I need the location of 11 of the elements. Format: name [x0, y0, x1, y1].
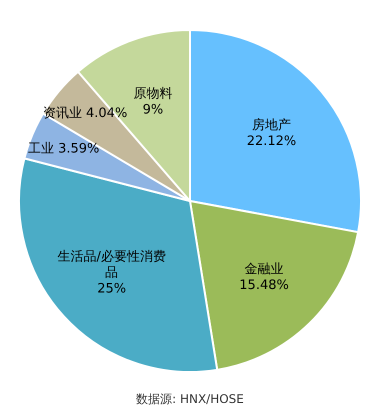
data-label: 9% [142, 102, 164, 118]
slice-label: 资讯业 4.04% [42, 106, 128, 121]
slice-label: 金融业 [244, 261, 284, 276]
slice-label: 原物料 [133, 86, 172, 102]
data-label: 22.12% [246, 134, 296, 149]
data-label: 15.48% [239, 277, 289, 292]
slice-label: 工业 3.59% [28, 140, 100, 156]
slice-label: 房地产 [252, 116, 292, 133]
data-label: 25% [97, 280, 126, 296]
text: 数据源: HNX/HOSE [136, 392, 244, 406]
slice-label: 生活品/必要性消费品 [57, 248, 166, 280]
